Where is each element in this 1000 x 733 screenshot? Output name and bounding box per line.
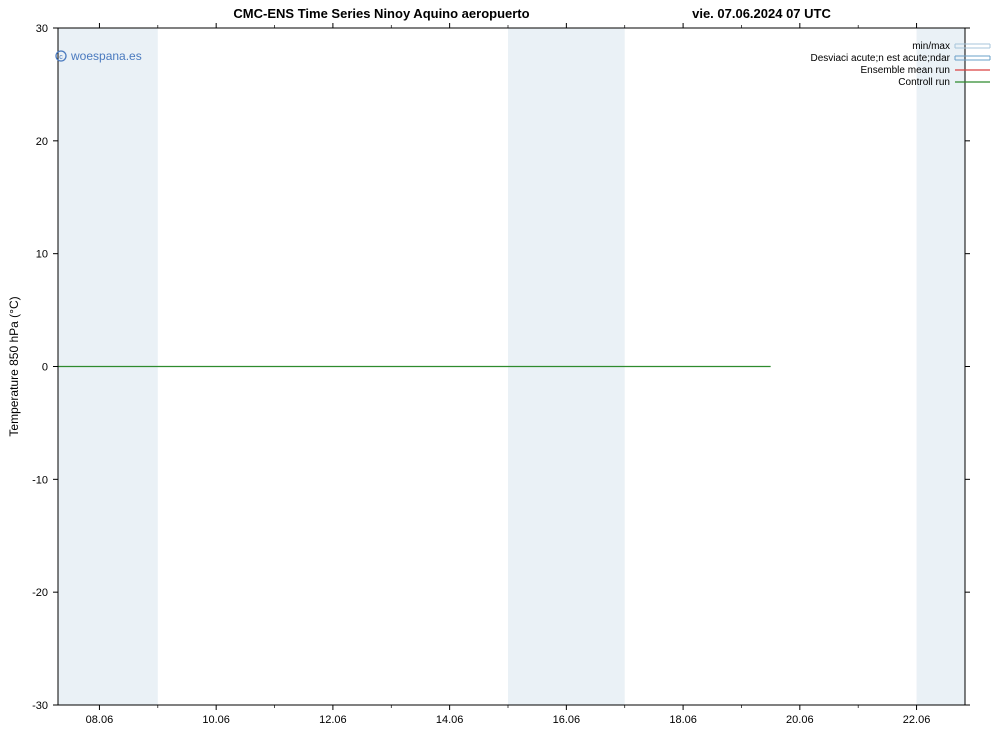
legend-label: Controll run [898, 77, 950, 88]
legend-label: Desviaci acute;n est acute;ndar [810, 53, 950, 64]
y-tick-label: 30 [36, 23, 48, 35]
y-tick-label: -30 [32, 700, 48, 712]
x-tick-label: 16.06 [553, 714, 581, 726]
y-tick-label: -10 [32, 474, 48, 486]
y-tick-label: -20 [32, 587, 48, 599]
legend-label: Ensemble mean run [861, 65, 951, 76]
y-tick-label: 0 [42, 362, 48, 374]
watermark-text: woespana.es [70, 49, 142, 63]
x-tick-label: 22.06 [903, 714, 931, 726]
x-tick-label: 12.06 [319, 714, 347, 726]
y-tick-label: 20 [36, 136, 48, 148]
chart-container: -30 -20 -10 0 10 20 30 08.06 10.06 12.06 14.06 16.0… [0, 0, 1000, 733]
x-tick-label: 18.06 [669, 714, 697, 726]
x-tick-label: 20.06 [786, 714, 814, 726]
y-tick-label: 10 [36, 249, 48, 261]
weekend-band [917, 28, 965, 705]
chart-svg: -30 -20 -10 0 10 20 30 08.06 10.06 12.06 14.06 16.0… [0, 0, 1000, 733]
chart-title-right: vie. 07.06.2024 07 UTC [692, 6, 831, 21]
x-tick-label: 08.06 [86, 714, 114, 726]
legend-label: min/max [912, 41, 950, 52]
x-tick-label: 10.06 [202, 714, 230, 726]
y-axis-label: Temperature 850 hPa (°C) [7, 296, 21, 436]
copyright-c: c [59, 54, 63, 61]
x-tick-label: 14.06 [436, 714, 464, 726]
chart-title-left: CMC-ENS Time Series Ninoy Aquino aeropue… [233, 6, 529, 21]
